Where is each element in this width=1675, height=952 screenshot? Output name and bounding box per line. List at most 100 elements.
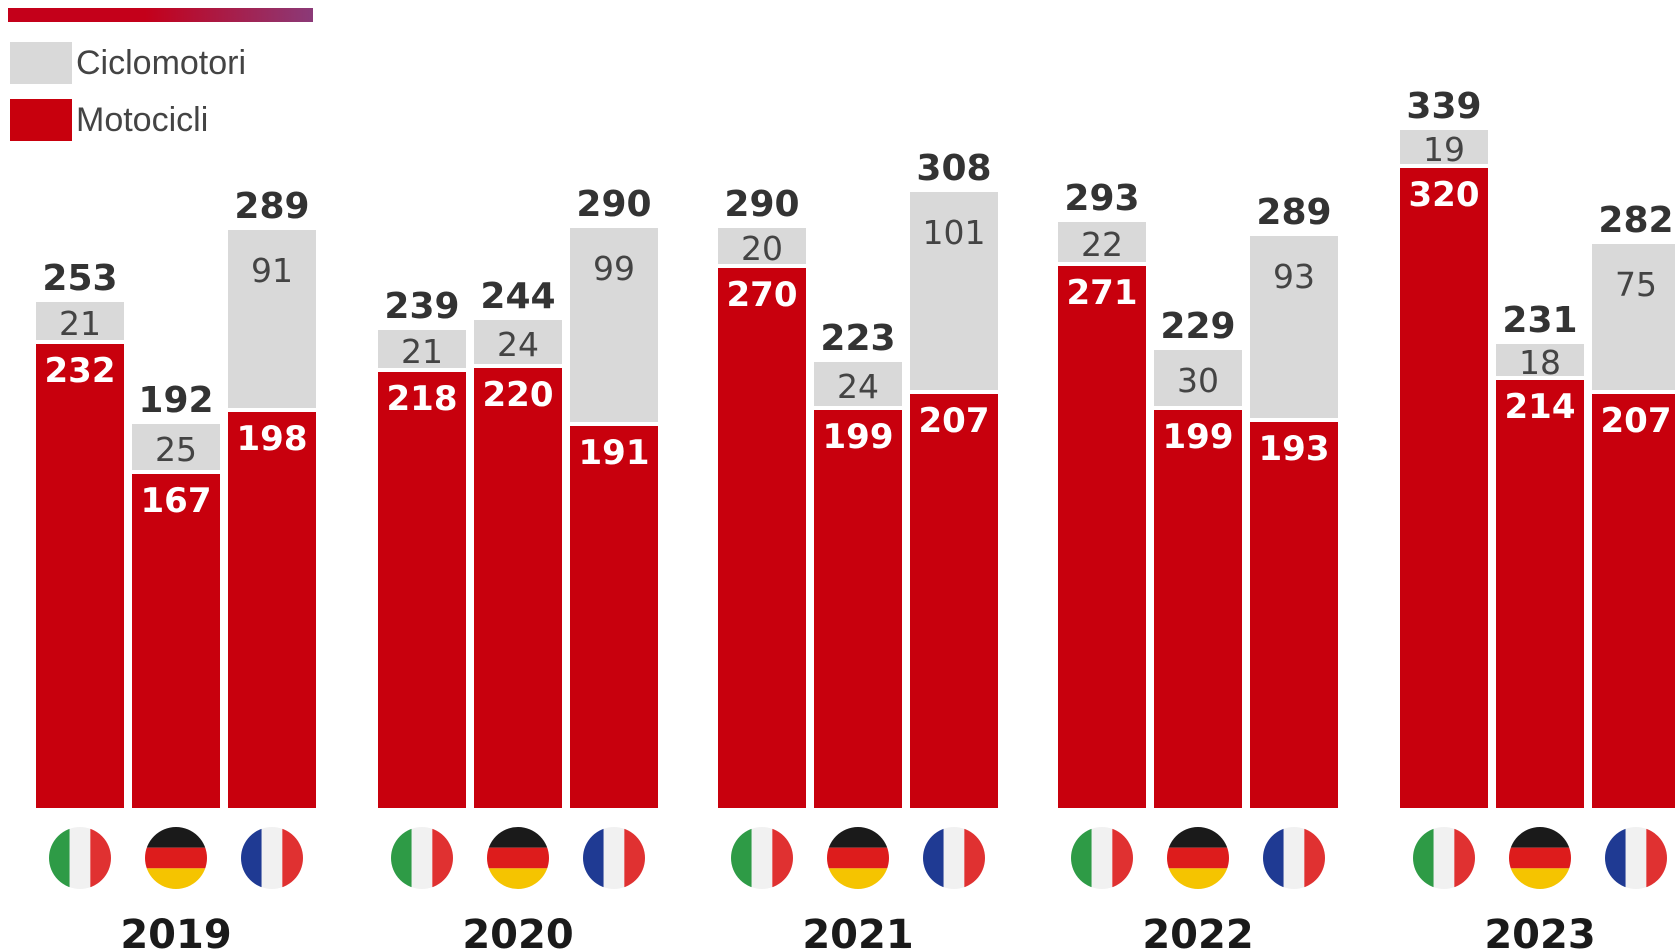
label-motocicli-2019-germany: 167 <box>141 481 212 521</box>
germany-flag-icon <box>145 827 207 889</box>
year-label-2021: 2021 <box>802 912 913 952</box>
label-ciclomotori-2019-italy: 21 <box>59 304 101 343</box>
year-group-2020: 21 218 239 24 220 244 99 191 290 2020 <box>378 184 658 952</box>
bar-ciclomotori-2023-germany <box>1496 344 1584 376</box>
italy-flag-icon <box>1071 827 1133 889</box>
legend-swatch-motocicli <box>10 99 72 141</box>
label-ciclomotori-2020-germany: 24 <box>497 325 539 364</box>
label-motocicli-2020-germany: 220 <box>483 375 554 415</box>
bar-ciclomotori-2022-france <box>1250 236 1338 418</box>
bar-motocicli-2021-germany <box>814 410 902 808</box>
legend-label-ciclomotori: Ciclomotori <box>76 44 247 82</box>
bar-motocicli-2021-italy <box>718 268 806 808</box>
bar-ciclomotori-2023-italy <box>1400 130 1488 164</box>
bar-ciclomotori-2021-france <box>910 192 998 390</box>
bar-motocicli-2023-germany <box>1496 380 1584 808</box>
bar-ciclomotori-2020-italy <box>378 330 466 368</box>
label-ciclomotori-2020-france: 99 <box>593 249 635 288</box>
label-total-2022-italy: 293 <box>1064 178 1139 219</box>
label-ciclomotori-2023-germany: 18 <box>1519 343 1561 382</box>
year-label-2020: 2020 <box>462 912 573 952</box>
bar-motocicli-2020-germany <box>474 368 562 808</box>
label-total-2022-germany: 229 <box>1160 306 1235 347</box>
label-ciclomotori-2019-france: 91 <box>251 251 293 290</box>
italy-flag-icon <box>731 827 793 889</box>
bar-ciclomotori-2021-germany <box>814 362 902 406</box>
label-motocicli-2021-italy: 270 <box>727 275 798 315</box>
label-ciclomotori-2023-italy: 19 <box>1423 130 1465 169</box>
label-motocicli-2023-italy: 320 <box>1409 175 1480 215</box>
bar-motocicli-2019-france <box>228 412 316 808</box>
bar-ciclomotori-2020-france <box>570 228 658 422</box>
label-motocicli-2022-france: 193 <box>1259 429 1330 469</box>
bar-motocicli-2019-italy <box>36 344 124 808</box>
label-ciclomotori-2021-france: 101 <box>923 213 986 252</box>
bar-motocicli-2022-france <box>1250 422 1338 808</box>
france-flag-icon <box>1263 827 1325 889</box>
italy-flag-icon <box>1413 827 1475 889</box>
france-flag-icon <box>923 827 985 889</box>
label-ciclomotori-2023-france: 75 <box>1615 265 1657 304</box>
label-motocicli-2021-germany: 199 <box>823 417 894 457</box>
germany-flag-icon <box>827 827 889 889</box>
italy-flag-icon <box>391 827 453 889</box>
label-total-2019-italy: 253 <box>42 258 117 299</box>
italy-flag-icon <box>49 827 111 889</box>
year-label-2022: 2022 <box>1142 912 1253 952</box>
label-ciclomotori-2019-germany: 25 <box>155 430 197 469</box>
bar-ciclomotori-2019-germany <box>132 424 220 470</box>
label-motocicli-2021-france: 207 <box>919 401 990 441</box>
bar-ciclomotori-2019-italy <box>36 302 124 340</box>
year-group-2019: 21 232 253 25 167 192 91 198 289 2019 <box>36 186 316 952</box>
bar-ciclomotori-2022-italy <box>1058 222 1146 262</box>
label-total-2021-italy: 290 <box>724 184 799 225</box>
label-total-2021-germany: 223 <box>820 318 895 359</box>
bar-motocicli-2020-italy <box>378 372 466 808</box>
label-ciclomotori-2022-france: 93 <box>1273 257 1315 296</box>
legend-label-motocicli: Motocicli <box>76 101 209 139</box>
label-total-2021-france: 308 <box>916 148 991 189</box>
legend-swatch-ciclomotori <box>10 42 72 84</box>
bar-ciclomotori-2019-france <box>228 230 316 408</box>
label-total-2023-france: 282 <box>1598 200 1673 241</box>
year-label-2023: 2023 <box>1484 912 1595 952</box>
label-total-2023-germany: 231 <box>1502 300 1577 341</box>
label-total-2020-france: 290 <box>576 184 651 225</box>
header-accent-bar <box>8 8 313 22</box>
label-total-2022-france: 289 <box>1256 192 1331 233</box>
bar-motocicli-2020-france <box>570 426 658 808</box>
label-ciclomotori-2022-germany: 30 <box>1177 361 1219 400</box>
label-motocicli-2022-italy: 271 <box>1067 273 1138 313</box>
bar-motocicli-2023-france <box>1592 394 1675 808</box>
bar-ciclomotori-2022-germany <box>1154 350 1242 406</box>
label-total-2020-italy: 239 <box>384 286 459 327</box>
label-total-2020-germany: 244 <box>480 276 555 317</box>
france-flag-icon <box>1605 827 1667 889</box>
label-motocicli-2023-france: 207 <box>1601 401 1672 441</box>
label-motocicli-2020-france: 191 <box>579 433 650 473</box>
bar-motocicli-2022-italy <box>1058 266 1146 808</box>
label-total-2019-germany: 192 <box>138 380 213 421</box>
year-label-2019: 2019 <box>120 912 231 952</box>
label-motocicli-2022-germany: 199 <box>1163 417 1234 457</box>
label-ciclomotori-2021-germany: 24 <box>837 367 879 406</box>
bar-motocicli-2019-germany <box>132 474 220 808</box>
bar-motocicli-2023-italy <box>1400 168 1488 808</box>
germany-flag-icon <box>487 827 549 889</box>
year-group-2021: 20 270 290 24 199 223 101 207 308 2021 <box>718 148 998 952</box>
france-flag-icon <box>583 827 645 889</box>
label-motocicli-2019-italy: 232 <box>45 351 116 391</box>
bar-motocicli-2021-france <box>910 394 998 808</box>
bar-motocicli-2022-germany <box>1154 410 1242 808</box>
germany-flag-icon <box>1167 827 1229 889</box>
label-motocicli-2023-germany: 214 <box>1505 387 1576 427</box>
label-motocicli-2020-italy: 218 <box>387 379 458 419</box>
france-flag-icon <box>241 827 303 889</box>
label-motocicli-2019-france: 198 <box>237 419 308 459</box>
bar-ciclomotori-2020-germany <box>474 320 562 364</box>
year-group-2023: 19 320 339 18 214 231 75 207 282 2023 <box>1400 86 1675 952</box>
germany-flag-icon <box>1509 827 1571 889</box>
year-group-2022: 22 271 293 30 199 229 93 193 289 2022 <box>1058 178 1338 952</box>
